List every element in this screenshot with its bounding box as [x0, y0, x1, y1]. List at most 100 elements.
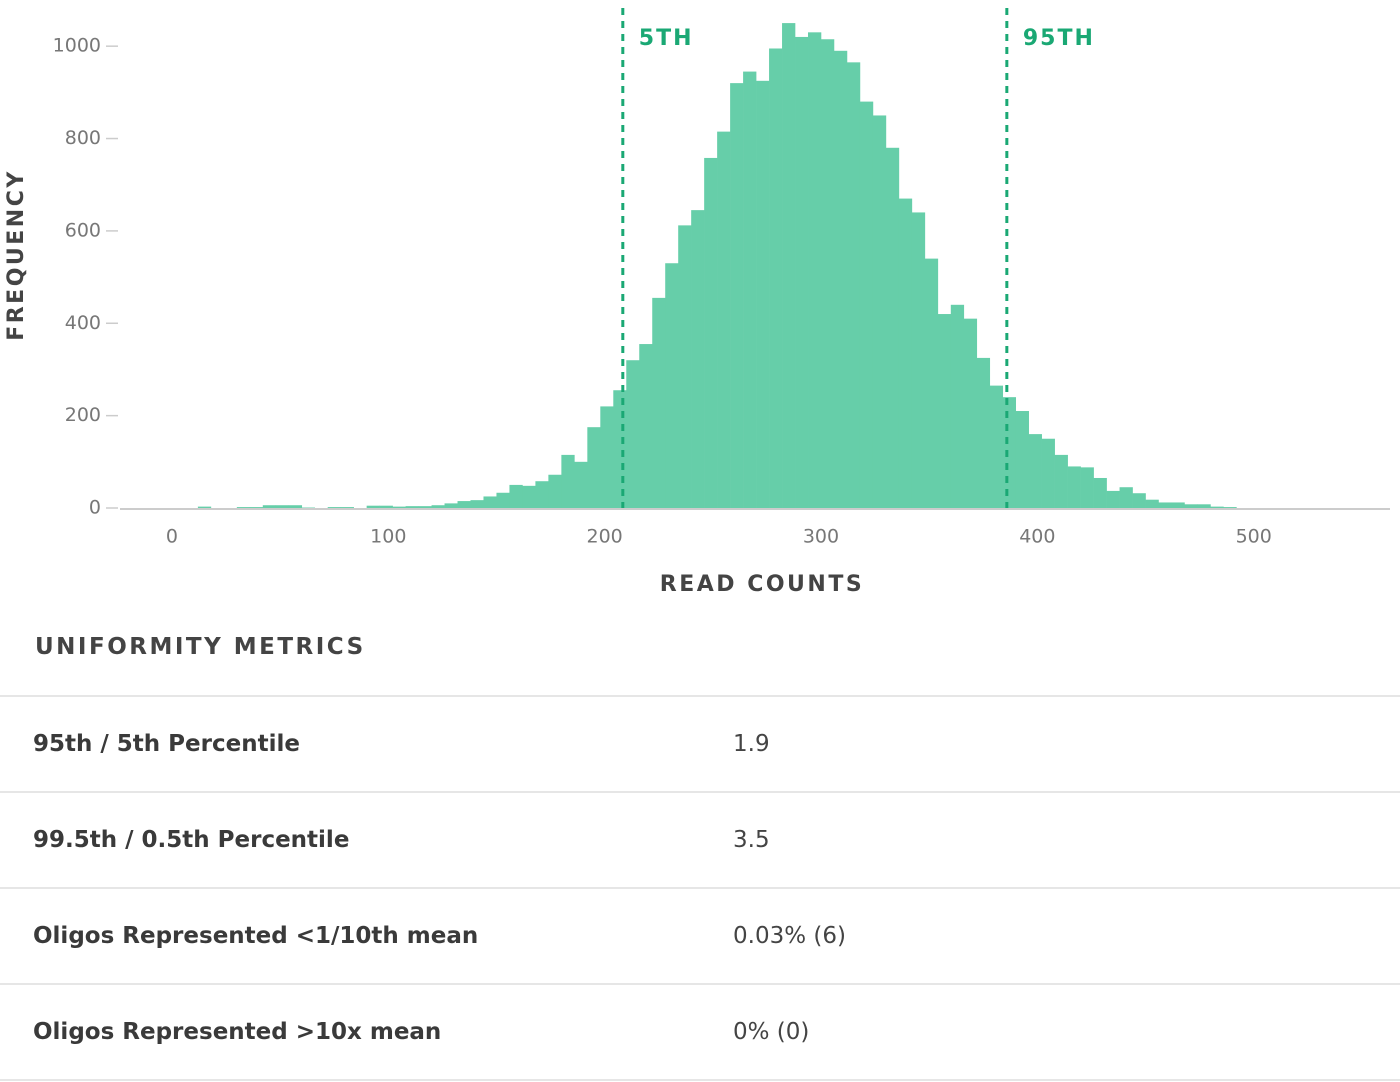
bar — [1054, 454, 1068, 508]
bar — [639, 344, 653, 508]
bar — [963, 318, 978, 508]
y-tick-label: 0 — [89, 497, 101, 519]
bar — [833, 50, 848, 509]
bar — [444, 503, 458, 508]
bar — [496, 492, 510, 508]
metric-value: 3.5 — [733, 827, 770, 853]
bar — [379, 505, 393, 508]
bar — [717, 131, 731, 509]
metric-value: 1.9 — [733, 731, 770, 757]
bar — [678, 225, 692, 508]
metric-value: 0.03% (6) — [733, 923, 846, 949]
bar — [1158, 502, 1172, 508]
bar — [431, 505, 445, 508]
bar — [366, 505, 380, 508]
table-title: UNIFORMITY METRICS — [0, 612, 1400, 697]
bar — [665, 263, 679, 508]
bar — [405, 506, 419, 508]
bar — [1184, 504, 1198, 508]
y-axis-title: FREQUENCY — [4, 169, 29, 341]
bar — [924, 258, 939, 508]
x-tick-label: 300 — [803, 526, 839, 548]
x-axis-title: READ COUNTS — [660, 572, 864, 597]
chart: READ COUNTS FREQUENCY 0 200 400 600 800 1000 0… — [4, 8, 1390, 597]
y-tick-label: 200 — [65, 404, 101, 426]
bar — [288, 505, 303, 508]
bar — [1080, 467, 1094, 508]
bar — [574, 461, 588, 508]
bar — [1067, 466, 1081, 508]
bar — [626, 360, 640, 508]
bar — [483, 496, 497, 508]
bar — [327, 507, 341, 508]
bar — [872, 115, 887, 509]
bar — [1041, 438, 1055, 508]
bar — [340, 507, 354, 508]
bar — [756, 80, 770, 509]
bar — [730, 83, 744, 509]
bar — [600, 406, 614, 508]
x-tick-label: 400 — [1019, 526, 1055, 548]
bar — [457, 501, 471, 508]
bar — [743, 71, 757, 508]
bar — [535, 481, 549, 508]
bar — [418, 506, 432, 508]
bar — [976, 357, 991, 508]
x-tick-label: 200 — [587, 526, 623, 548]
bar — [509, 484, 523, 508]
metric-row: Oligos Represented >10x mean 0% (0) — [0, 985, 1400, 1081]
bar — [1093, 477, 1107, 508]
bar — [262, 505, 277, 508]
bar — [1028, 434, 1042, 508]
bar — [911, 212, 926, 508]
bar — [587, 427, 601, 508]
metric-row: 95th / 5th Percentile 1.9 — [0, 697, 1400, 793]
bar — [1002, 397, 1017, 508]
bar — [704, 157, 718, 508]
metric-row: Oligos Represented <1/10th mean 0.03% (6) — [0, 889, 1400, 985]
y-tick-label: 600 — [65, 219, 101, 241]
x-tick-label: 500 — [1236, 526, 1272, 548]
bar — [795, 36, 809, 508]
bar — [846, 62, 861, 508]
bar — [1145, 499, 1159, 508]
bar — [392, 506, 406, 508]
bar — [249, 507, 264, 508]
x-tick-label: 100 — [370, 526, 406, 548]
metric-value: 0% (0) — [733, 1019, 810, 1045]
bar — [950, 304, 965, 508]
percentile-label: 95TH — [1023, 26, 1095, 51]
bar — [236, 507, 251, 508]
bar — [1197, 504, 1211, 508]
bar — [898, 198, 913, 508]
bar — [859, 101, 874, 508]
bar — [769, 48, 783, 509]
metrics-table: UNIFORMITY METRICS 95th / 5th Percentile… — [0, 612, 1400, 1081]
y-tick-label: 1000 — [53, 35, 101, 57]
bar — [613, 390, 627, 508]
bar — [782, 23, 796, 508]
y-tick-label: 400 — [65, 312, 101, 334]
bar — [691, 210, 705, 509]
bar — [1171, 502, 1185, 508]
metric-name: 95th / 5th Percentile — [33, 731, 300, 757]
bar — [1119, 487, 1133, 508]
bar — [820, 39, 835, 508]
y-tick-label: 800 — [65, 127, 101, 149]
bar — [808, 32, 822, 509]
bar — [197, 506, 212, 508]
x-tick-label: 0 — [166, 526, 178, 548]
bar — [275, 505, 290, 508]
metric-name: 99.5th / 0.5th Percentile — [33, 827, 350, 853]
bar — [652, 297, 666, 508]
bar — [885, 147, 900, 509]
bar — [470, 500, 484, 508]
bar — [1106, 490, 1120, 508]
bar — [522, 485, 536, 508]
metric-name: Oligos Represented >10x mean — [33, 1019, 442, 1045]
bar — [548, 474, 562, 508]
bar — [1210, 506, 1224, 508]
bar — [937, 314, 952, 508]
bar — [989, 385, 1004, 508]
